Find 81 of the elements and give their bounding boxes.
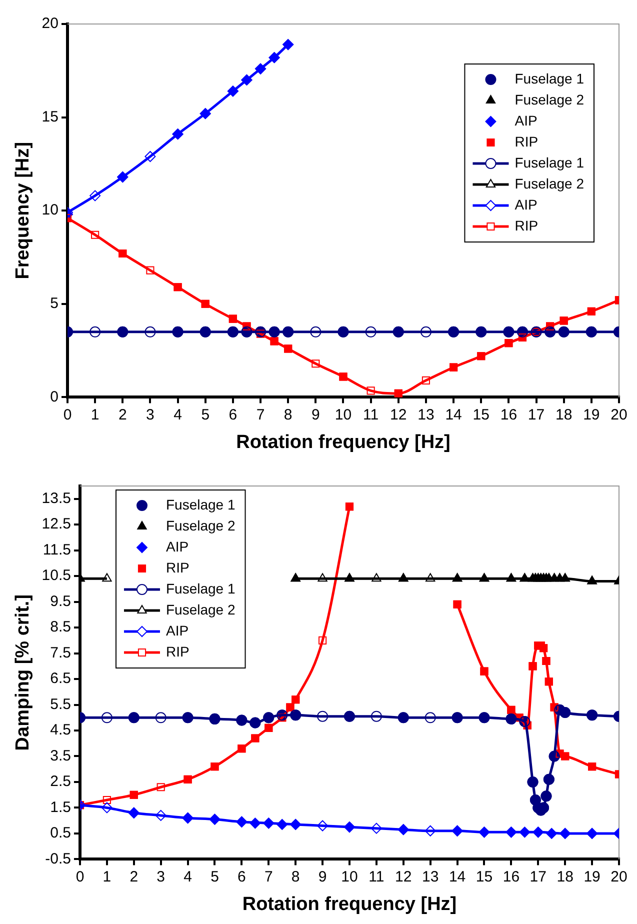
x-tick-label: 3 bbox=[146, 406, 154, 424]
x-tick-label: 0 bbox=[76, 868, 84, 886]
x-tick-label: 9 bbox=[311, 406, 320, 424]
x-tick-label: 6 bbox=[238, 868, 246, 886]
y-tick-label: 5 bbox=[50, 295, 58, 312]
legend-label: RIP bbox=[166, 559, 190, 576]
x-tick-label: 9 bbox=[318, 868, 327, 886]
y-tick-label: 7.5 bbox=[50, 644, 71, 662]
x-tick-label: 10 bbox=[341, 868, 358, 886]
y-tick-label: 20 bbox=[42, 15, 58, 32]
y-tick-label: 5.5 bbox=[50, 696, 71, 713]
x-tick-label: 4 bbox=[174, 406, 182, 424]
x-tick-label: 13 bbox=[422, 868, 439, 886]
legend-label: Fuselage 2 bbox=[514, 175, 584, 192]
x-tick-label: 16 bbox=[502, 868, 520, 886]
x-tick-label: 17 bbox=[530, 868, 546, 886]
x-tick-label: 16 bbox=[500, 406, 518, 424]
legend-label: RIP bbox=[166, 643, 190, 660]
y-tick-label: 10 bbox=[42, 202, 58, 219]
x-tick-label: 20 bbox=[610, 868, 628, 886]
y-tick-label: 6.5 bbox=[50, 670, 71, 688]
x-tick-label: 15 bbox=[472, 406, 490, 424]
x-tick-label: 8 bbox=[291, 868, 300, 886]
x-tick-label: 2 bbox=[130, 868, 138, 886]
legend-label: AIP bbox=[166, 622, 189, 638]
x-tick-label: 19 bbox=[584, 868, 600, 886]
legend-label: Fuselage 2 bbox=[514, 91, 584, 108]
y-tick-label: 11.5 bbox=[42, 541, 71, 558]
y-tick-label: 2.5 bbox=[50, 773, 71, 790]
x-tick-label: 5 bbox=[210, 868, 219, 886]
x-tick-label: 14 bbox=[445, 406, 462, 424]
x-tick-label: 6 bbox=[228, 406, 238, 424]
x-axis-title: Rotation frequency [Hz] bbox=[242, 894, 457, 915]
y-tick-label: 12.5 bbox=[42, 516, 71, 533]
y-axis-title: Frequency [Hz] bbox=[12, 142, 34, 280]
legend-label: Fuselage 1 bbox=[166, 580, 236, 596]
x-tick-label: 8 bbox=[284, 406, 292, 424]
legend-label: AIP bbox=[166, 538, 189, 554]
legend-label: RIP bbox=[514, 217, 538, 234]
y-tick-label: 0.5 bbox=[50, 824, 71, 842]
x-tick-label: 13 bbox=[418, 406, 434, 424]
y-tick-label: -0.5 bbox=[45, 850, 71, 868]
x-tick-label: 12 bbox=[390, 406, 407, 424]
x-tick-label: 12 bbox=[395, 868, 412, 886]
legend-label: RIP bbox=[514, 133, 538, 150]
legend-label: Fuselage 1 bbox=[166, 496, 236, 512]
y-tick-label: 10.5 bbox=[42, 567, 71, 584]
x-tick-label: 1 bbox=[90, 406, 100, 424]
legend-label: AIP bbox=[514, 196, 538, 212]
x-tick-label: 17 bbox=[528, 406, 545, 424]
y-tick-label: 4.5 bbox=[50, 722, 71, 739]
y-tick-label: 8.5 bbox=[50, 618, 71, 636]
x-tick-label: 20 bbox=[610, 406, 628, 424]
x-tick-label: 2 bbox=[118, 406, 127, 424]
legend-label: Fuselage 2 bbox=[166, 517, 236, 534]
legend-label: Fuselage 1 bbox=[514, 70, 584, 86]
y-tick-label: 13.5 bbox=[42, 490, 71, 508]
y-tick-label: 0 bbox=[50, 388, 58, 406]
x-tick-label: 7 bbox=[256, 406, 265, 424]
x-tick-label: 15 bbox=[476, 868, 493, 886]
x-tick-label: 18 bbox=[556, 406, 572, 424]
y-tick-label: 1.5 bbox=[50, 798, 71, 816]
x-tick-label: 7 bbox=[264, 868, 273, 886]
legend-label: Fuselage 2 bbox=[166, 601, 236, 618]
x-axis-title: Rotation frequency [Hz] bbox=[236, 432, 450, 453]
x-tick-label: 11 bbox=[368, 868, 384, 886]
x-tick-label: 4 bbox=[184, 868, 192, 886]
legend-label: Fuselage 1 bbox=[514, 154, 584, 170]
legend-label: AIP bbox=[514, 112, 538, 128]
x-tick-label: 3 bbox=[156, 868, 166, 886]
y-tick-label: 9.5 bbox=[50, 592, 71, 610]
x-tick-label: 10 bbox=[334, 406, 352, 424]
y-tick-label: 15 bbox=[42, 108, 58, 126]
y-tick-label: 3.5 bbox=[50, 747, 71, 764]
x-tick-label: 14 bbox=[448, 868, 466, 886]
y-axis-title: Damping [% crit.] bbox=[12, 594, 34, 751]
x-tick-label: 18 bbox=[556, 868, 574, 886]
x-tick-label: 19 bbox=[583, 406, 600, 424]
x-tick-label: 1 bbox=[102, 868, 112, 886]
x-tick-label: 5 bbox=[201, 406, 210, 424]
x-tick-label: 11 bbox=[363, 406, 379, 424]
